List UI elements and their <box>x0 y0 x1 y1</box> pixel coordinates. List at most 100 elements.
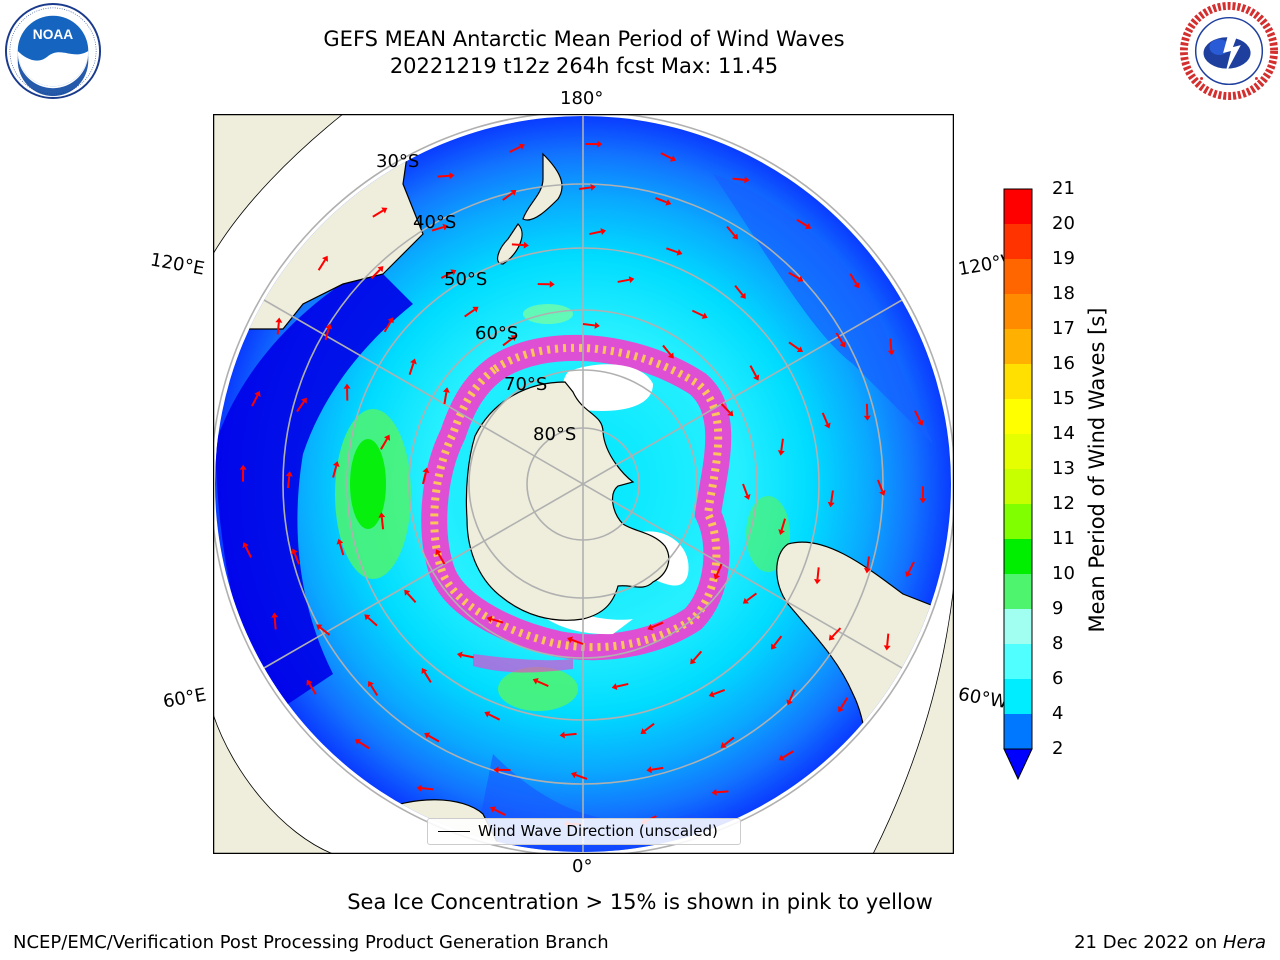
colorbar-cell <box>1004 189 1032 224</box>
wind-wave-arrow-shaft <box>564 732 577 737</box>
wind-wave-arrow-shaft <box>831 627 842 638</box>
colorbar-tick-label: 12 <box>1052 493 1075 514</box>
wind-wave-arrow-head <box>838 706 844 713</box>
wind-wave-arrow-head <box>713 573 721 580</box>
wind-wave-arrow-head <box>814 578 821 585</box>
sea-ice-patch <box>473 654 573 673</box>
wind-wave-arrow-shaft <box>421 787 434 791</box>
legend-label: Wind Wave Direction (unscaled) <box>478 822 718 840</box>
wind-wave-arrow-head <box>676 249 683 256</box>
wind-wave-arrow-head <box>690 658 697 665</box>
wind-wave-arrow-shaft <box>273 617 277 630</box>
colorbar-extend-triangle <box>1003 748 1033 780</box>
wind-wave-arrow-head <box>743 493 751 500</box>
wind-wave-arrow-head <box>435 549 442 556</box>
wind-wave-arrow-shaft <box>358 741 370 750</box>
wind-wave-arrow-head <box>364 614 371 621</box>
wind-wave-arrow-head <box>701 312 708 319</box>
wind-wave-arrow-head <box>486 615 493 623</box>
wind-wave-arrow-head <box>254 390 261 397</box>
wind-wave-arrow-shaft <box>511 243 524 247</box>
wind-wave-arrow-head <box>489 806 496 813</box>
wind-wave-arrow-head <box>590 183 596 191</box>
lon-label-120e: 120°E <box>148 249 207 280</box>
wind-wave-arrow-shaft <box>788 689 796 702</box>
wind-wave-arrow-shaft <box>734 284 744 296</box>
wind-wave-arrow-head <box>597 140 603 148</box>
wind-wave-arrow-shaft <box>380 438 388 450</box>
lat-label-40s: 40°S <box>413 212 457 233</box>
wind-wave-arrow-shaft <box>749 365 757 377</box>
wind-wave-arrow-head <box>354 739 361 745</box>
wind-wave-arrow-head <box>559 731 565 739</box>
chart-title-line1: GEFS MEAN Antarctic Mean Period of Wind … <box>323 27 845 51</box>
sea-ice-ring <box>421 334 732 661</box>
footer-credit: NCEP/EMC/Verification Post Processing Pr… <box>13 932 609 953</box>
wind-wave-arrow-shaft <box>428 734 440 743</box>
wind-wave-arrow-shaft <box>666 247 679 254</box>
wind-wave-arrow-shaft <box>821 412 829 425</box>
wind-wave-arrow-head <box>778 529 785 535</box>
wind-wave-arrow-shaft <box>788 271 800 280</box>
wind-wave-arrows <box>239 140 927 828</box>
corner-land <box>213 114 344 255</box>
wind-wave-arrow-shaft <box>491 618 504 624</box>
colorbar-label: Mean Period of Wind Waves [s] <box>1085 307 1109 633</box>
wind-wave-arrow-head <box>919 498 927 504</box>
wind-wave-arrow-head <box>640 728 647 734</box>
wind-wave-arrow-shaft <box>308 683 317 695</box>
wind-wave-arrow-head <box>863 567 871 574</box>
wind-wave-arrow-shaft <box>370 268 381 279</box>
wind-wave-arrow-head <box>628 276 635 284</box>
wind-wave-arrow-shaft <box>431 226 444 232</box>
wind-wave-arrow-head <box>301 397 307 404</box>
new-zealand-landmass <box>496 223 523 265</box>
lat-label-70s: 70°S <box>504 374 548 395</box>
wind-wave-arrow-shaft <box>616 682 629 688</box>
wind-wave-arrow-head <box>611 683 618 691</box>
wind-wave-arrow-head <box>732 233 738 240</box>
wind-wave-arrow-shaft <box>319 626 331 636</box>
wind-wave-arrow-shaft <box>746 592 757 602</box>
wind-wave-arrow-head <box>450 269 457 276</box>
lon-label-180: 180° <box>560 88 604 109</box>
wind-wave-arrow-head <box>484 711 491 718</box>
wind-wave-arrow-head <box>416 784 422 792</box>
wind-wave-arrow-shaft <box>380 517 385 530</box>
wind-wave-arrow-head <box>742 597 749 604</box>
wind-wave-arrow-shaft <box>437 553 446 565</box>
wind-wave-arrow-head <box>472 306 479 313</box>
wind-wave-arrow-shaft <box>877 479 884 492</box>
wind-wave-arrow-shaft <box>422 472 427 485</box>
colorbar-cell <box>1004 574 1032 609</box>
wind-wave-arrow-shaft <box>780 438 784 451</box>
wind-wave-arrow-head <box>523 241 529 249</box>
colorbar-tick-label: 21 <box>1052 178 1075 199</box>
wind-wave-arrow-head <box>316 624 323 631</box>
wind-wave-arrow-shaft <box>830 490 834 503</box>
wind-wave-arrow-shaft <box>578 186 592 191</box>
wind-wave-arrow-head <box>786 699 793 706</box>
wind-wave-arrow-head <box>571 771 577 779</box>
wind-wave-arrow-shaft <box>780 518 787 531</box>
colorbar <box>1003 188 1033 780</box>
wind-wave-arrow-shaft <box>692 650 703 662</box>
wind-wave-arrow-head <box>456 651 463 659</box>
wind-wave-arrow-shaft <box>720 403 731 414</box>
wind-wave-arrow-shaft <box>691 309 704 317</box>
wind-wave-arrow-shaft <box>296 401 305 413</box>
wind-wave-arrow-shaft <box>849 273 858 285</box>
svg-text:NOAA: NOAA <box>33 27 73 42</box>
wind-wave-arrow-head <box>863 415 871 421</box>
colorbar-cell <box>1004 469 1032 504</box>
colorbar-cell <box>1004 609 1032 644</box>
wind-wave-arrow-head <box>271 612 279 618</box>
wind-wave-arrow-head <box>739 292 746 299</box>
wind-wave-arrow-shaft <box>742 483 749 496</box>
wind-wave-arrow-head <box>410 358 417 365</box>
colorbar-cell <box>1004 399 1032 434</box>
wind-wave-arrow-shaft <box>866 556 870 569</box>
wind-wave-arrow-head <box>647 624 654 631</box>
wind-wave-arrow-shaft <box>782 750 794 759</box>
wind-wave-arrow-head <box>343 383 351 389</box>
